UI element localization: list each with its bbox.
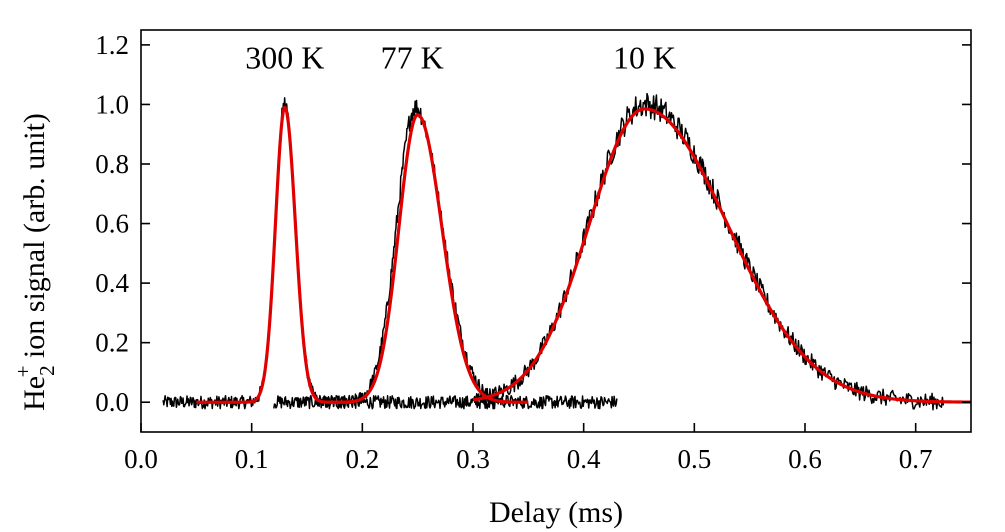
y-tick-label: 0.2 [95, 328, 129, 358]
x-tick-label: 0.3 [456, 444, 490, 474]
y-axis-title: He2+ ion signal (arb. unit) [11, 113, 59, 411]
y-tick-label: 0.6 [95, 209, 129, 239]
series-line-300-k-data [162, 97, 496, 410]
y-axis-title-base: He [18, 376, 51, 411]
y-tick-label: 1.0 [95, 89, 129, 119]
y-tick-label: 0.4 [95, 268, 129, 298]
peak-annotations: 300 K 77 K 10 K [245, 40, 676, 76]
y-tick-label: 0.8 [95, 149, 129, 179]
x-tick-label: 0.2 [345, 444, 379, 474]
x-tick-label: 0.7 [899, 444, 933, 474]
peak-label: 300 K [245, 40, 324, 76]
series-line-10-k-data [472, 92, 945, 411]
y-axis-title-subscript: 2 [35, 365, 59, 376]
peak-label: 77 K [381, 40, 444, 76]
y-axis-title-rest: ion signal (arb. unit) [18, 113, 51, 365]
y-tick-label: 0.0 [95, 387, 129, 417]
x-tick-label: 0.4 [567, 444, 601, 474]
series-traces [162, 92, 972, 411]
series-line-77-k-fit [328, 113, 530, 404]
x-tick-label: 0.1 [235, 444, 269, 474]
y-axis-title-superscript: + [11, 366, 35, 378]
x-tick-label: 0.5 [677, 444, 711, 474]
peak-label: 10 K [613, 40, 676, 76]
plot-frame [140, 29, 972, 433]
x-axis-title: Delay (ms) [489, 496, 623, 529]
x-tick-label: 0.0 [124, 444, 158, 474]
axis-ticks: 0.0 0.1 0.2 0.3 0.4 0.5 0.6 0.7 0.0 0.2 0.4 0.6 0.8 1… [95, 30, 971, 474]
series-line-300-k-fit [195, 105, 353, 404]
series-line-10-k-fit [472, 107, 972, 404]
x-tick-label: 0.6 [788, 444, 822, 474]
y-tick-label: 1.2 [95, 30, 129, 60]
